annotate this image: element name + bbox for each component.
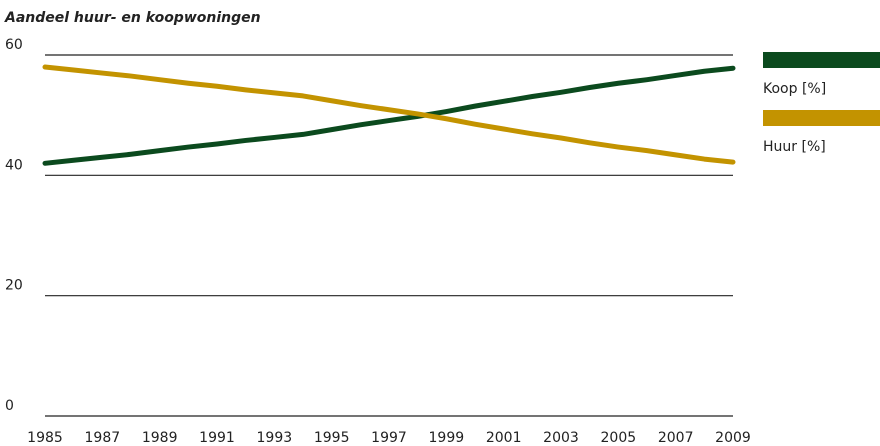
x-tick-label: 1985 xyxy=(27,430,63,446)
y-tick-label: 40 xyxy=(5,157,23,173)
x-tick-label: 1995 xyxy=(314,430,350,446)
y-tick-label: 0 xyxy=(5,398,14,414)
chart-title: Aandeel huur- en koopwoningen xyxy=(4,10,261,26)
legend-label: Huur [%] xyxy=(763,139,826,155)
x-tick-label: 1997 xyxy=(371,430,407,446)
x-tick-label: 1989 xyxy=(142,430,178,446)
x-tick-label: 2003 xyxy=(543,430,579,446)
x-tick-label: 2007 xyxy=(658,430,694,446)
y-tick-label: 20 xyxy=(5,278,23,294)
x-tick-label: 2009 xyxy=(715,430,751,446)
y-tick-label: 60 xyxy=(5,37,23,53)
x-tick-label: 2005 xyxy=(601,430,637,446)
x-tick-label: 1999 xyxy=(429,430,465,446)
x-tick-label: 1993 xyxy=(257,430,293,446)
legend-swatch xyxy=(763,52,880,68)
series-line xyxy=(42,64,736,165)
x-tick-label: 1991 xyxy=(199,430,235,446)
legend-swatch xyxy=(763,110,880,126)
x-tick-label: 2001 xyxy=(486,430,522,446)
series-line xyxy=(42,65,736,166)
x-tick-label: 1987 xyxy=(85,430,121,446)
legend-label: Koop [%] xyxy=(763,81,826,97)
